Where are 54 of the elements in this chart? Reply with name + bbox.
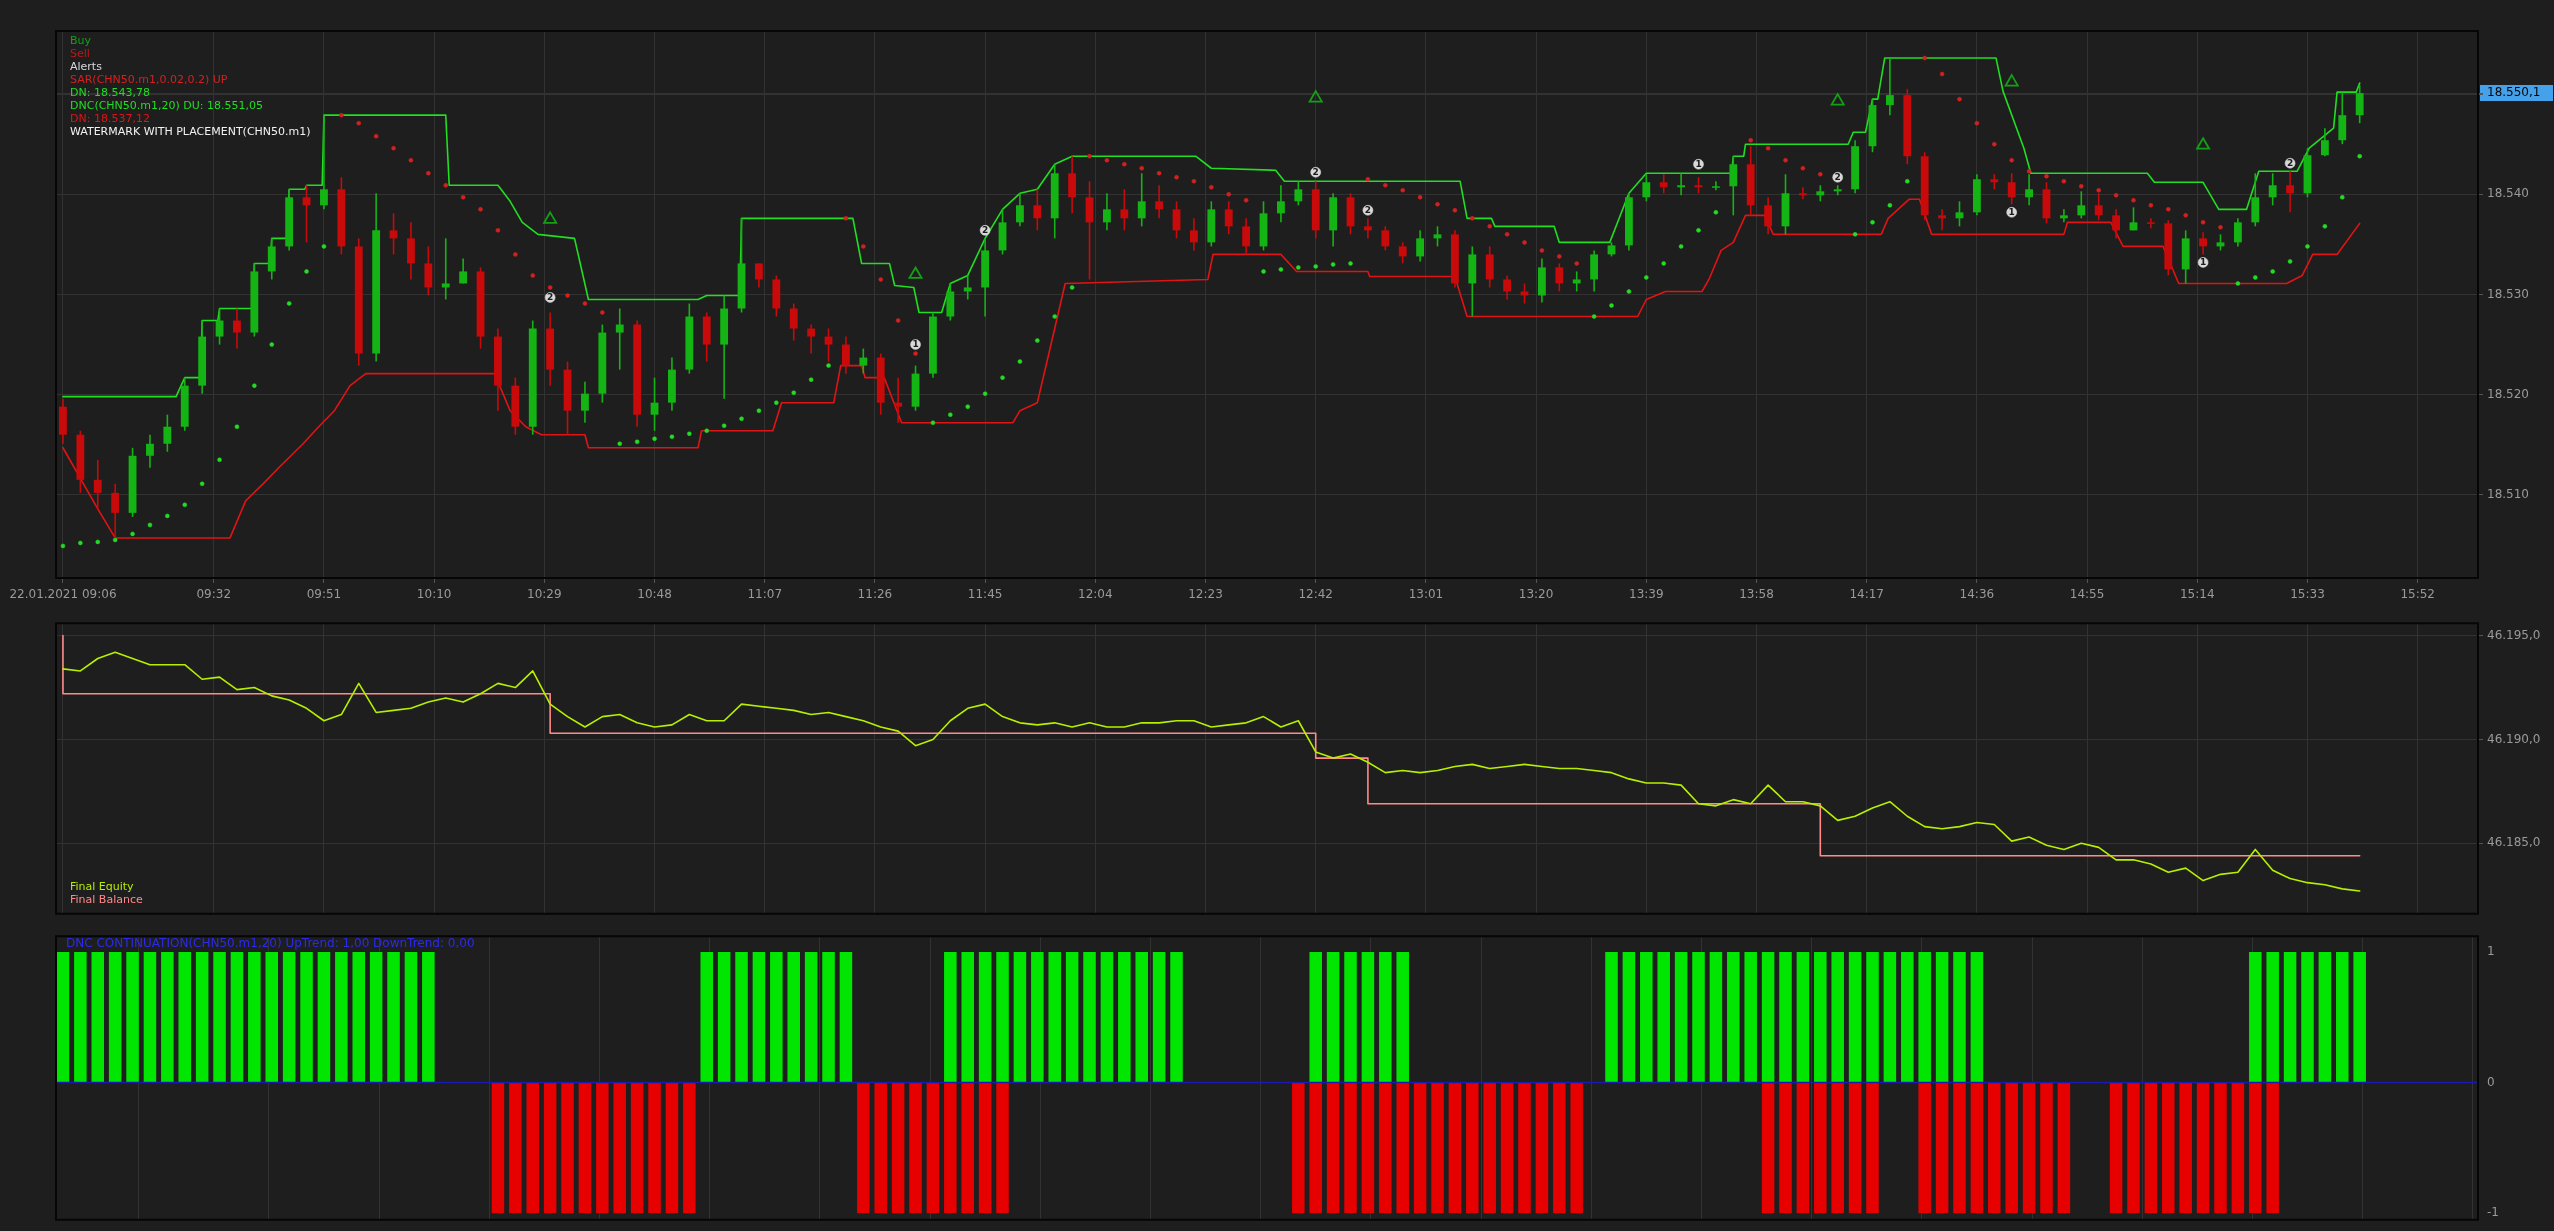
x-tick-label: 11:45 — [967, 587, 1003, 602]
x-tick-label: 09:51 — [306, 587, 342, 602]
text: Buy — [70, 34, 92, 48]
annotation: 1 — [912, 339, 919, 350]
y-tick-label: 18.530 — [2487, 286, 2529, 301]
y-tick-label: 18.550,1 — [2487, 85, 2541, 100]
x-tick-label: 12:42 — [1298, 587, 1334, 602]
x-tick-label: 10:10 — [416, 587, 452, 602]
text: DNC(CHN50.m1,20) DU: 18.551,05 — [70, 99, 264, 113]
x-tick-label: 14:36 — [1959, 587, 1995, 602]
text: DN: 18.543,78 — [70, 86, 150, 100]
annotation: 2 — [1364, 205, 1372, 216]
annotation: 2 — [547, 292, 554, 303]
x-tick-label: 14:17 — [1849, 587, 1884, 602]
x-tick-label: 09:32 — [196, 587, 232, 602]
x-tick-label: 15:14 — [2179, 587, 2215, 602]
x-tick-label: 14:55 — [2069, 587, 2105, 602]
x-tick-label: 22.01.2021 09:06 — [9, 587, 117, 602]
x-tick-label: 13:39 — [1629, 587, 1664, 602]
text: Alerts — [70, 60, 103, 74]
y-tick-label: 46.195,0 — [2487, 627, 2541, 642]
y-tick-label: 0 — [2487, 1074, 2495, 1089]
text: Final Equity — [70, 880, 135, 894]
annotation: 1 — [1695, 159, 1702, 170]
x-tick-label: 13:01 — [1408, 587, 1444, 602]
x-tick-label: 10:48 — [637, 587, 672, 602]
annotation: 2 — [2286, 158, 2294, 169]
y-tick-label: 18.510 — [2487, 486, 2529, 501]
annotation: 2 — [1834, 172, 1841, 183]
y-tick-label: 46.190,0 — [2487, 731, 2541, 746]
x-tick-label: 13:58 — [1739, 587, 1774, 602]
x-tick-label: 15:33 — [2290, 587, 2325, 602]
y-tick-label: 18.540 — [2487, 186, 2529, 201]
text: Final Balance — [70, 893, 143, 907]
y-tick-label: 18.520 — [2487, 386, 2529, 401]
x-tick-label: 12:23 — [1188, 587, 1223, 602]
legend-label: Sell — [70, 47, 90, 61]
x-tick-label: 12:04 — [1078, 587, 1113, 602]
text: DN: 18.537,12 — [70, 112, 150, 126]
x-tick-label: 13:20 — [1518, 587, 1554, 602]
text: SAR(CHN50.m1,0.02,0.2) UP — [70, 73, 228, 87]
annotation: 2 — [1312, 167, 1319, 178]
chart-title: DNC CONTINUATION(CHN50.m1,20) UpTrend: 1,00 DownTrend: 0,00 — [66, 936, 475, 951]
annotation: 1 — [2199, 257, 2207, 268]
y-tick-label: -1 — [2487, 1205, 2499, 1220]
annotation: 2 — [982, 225, 989, 236]
x-tick-label: 15:52 — [2400, 587, 2435, 602]
x-tick-label: 10:29 — [527, 587, 562, 602]
y-tick-label: 46.185,0 — [2487, 835, 2541, 850]
x-tick-label: 11:07 — [747, 587, 783, 602]
annotation: WATERMARK WITH PLACEMENT(CHN50.m1) — [70, 125, 311, 139]
annotation: 1 — [2008, 207, 2015, 218]
x-tick-label: 11:26 — [857, 587, 893, 602]
y-tick-label: 1 — [2487, 944, 2495, 959]
